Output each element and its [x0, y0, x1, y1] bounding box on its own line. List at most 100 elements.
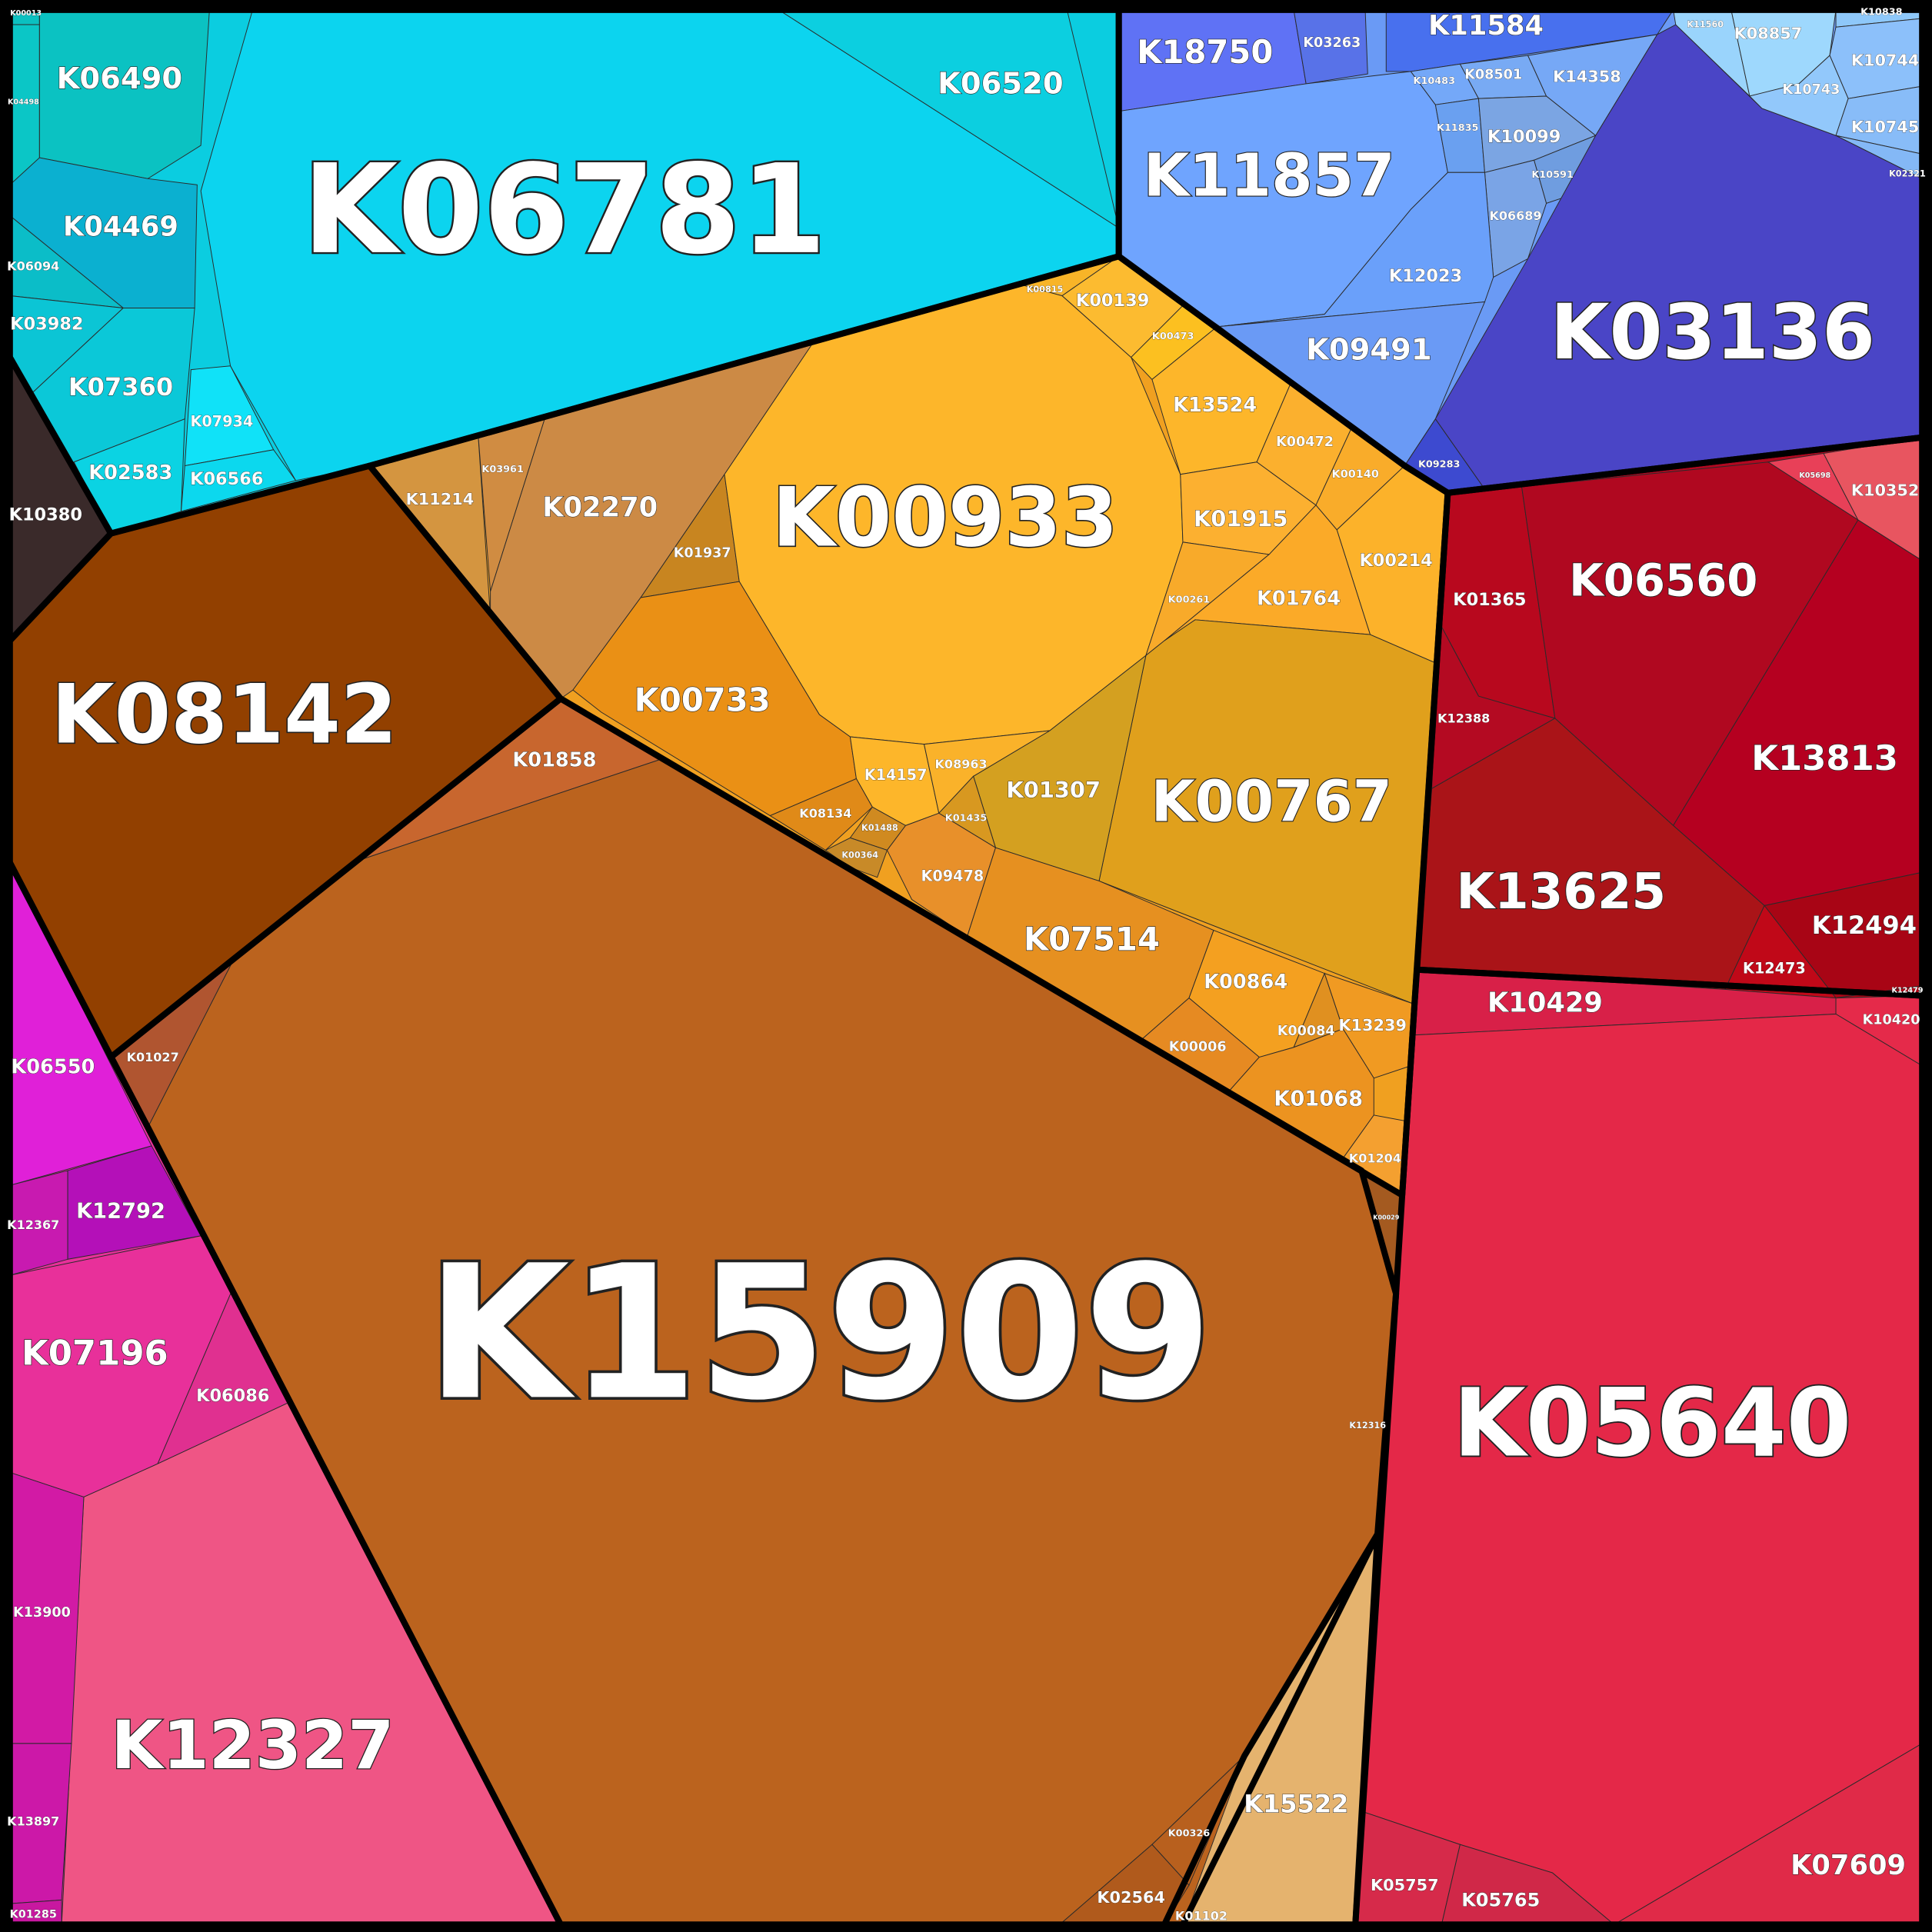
cell-label: K03982 [10, 314, 83, 334]
cell-label: K06781 [302, 138, 826, 281]
cell-label: K10483 [1414, 75, 1455, 87]
cell-label: K01027 [127, 1050, 179, 1064]
cell-label: K05640 [1453, 1368, 1851, 1477]
cell-label: K03136 [1551, 288, 1875, 377]
cell-label: K06520 [938, 66, 1064, 101]
cell-label: K12388 [1437, 711, 1490, 725]
cell-label: K11584 [1428, 10, 1544, 42]
cell-label: K01764 [1257, 588, 1341, 611]
cell-label: K01937 [674, 545, 731, 561]
cell-label: K00140 [1332, 468, 1379, 481]
cell-label: K08963 [935, 757, 988, 771]
cell-label: K00733 [635, 681, 771, 718]
cell-label: K09478 [921, 868, 984, 885]
cell-label: K01435 [945, 812, 988, 824]
cell-label: K00473 [1152, 331, 1194, 342]
cell-label: K00029 [1373, 1214, 1399, 1221]
cell-label: K13239 [1338, 1016, 1407, 1034]
cell-label: K01915 [1194, 505, 1288, 531]
cell-label: K00472 [1276, 435, 1334, 450]
cell-label: K03263 [1303, 35, 1361, 51]
cell-label: K13524 [1173, 394, 1257, 417]
cell-label: K13900 [13, 1605, 71, 1621]
cell-label: K10380 [9, 505, 82, 525]
cell-label: K00364 [841, 850, 878, 860]
cell-label: K08501 [1464, 68, 1522, 83]
cell-label: K14157 [864, 766, 928, 784]
cell-label: K15522 [1244, 1789, 1348, 1818]
cell-label: K00261 [1168, 595, 1211, 606]
cell-label: K12473 [1743, 960, 1806, 978]
cell-label: K01307 [1006, 777, 1101, 803]
cell-label: K01068 [1274, 1088, 1363, 1111]
cell-label: K10352 [1851, 481, 1920, 500]
cell-label: K09283 [1418, 458, 1460, 470]
cell-label: K12316 [1349, 1421, 1386, 1431]
cell-label: K14358 [1553, 67, 1621, 85]
cell-label: K06689 [1489, 208, 1541, 223]
cell-label: K01204 [1349, 1151, 1401, 1165]
cell-label: K12792 [76, 1199, 165, 1223]
cell [1324, 972, 1415, 1079]
cell-label: K01365 [1453, 590, 1526, 610]
cell-label: K18750 [1137, 33, 1273, 71]
cell-label: K00214 [1359, 551, 1432, 571]
cell-label: K10743 [1783, 82, 1840, 98]
cell-label: K06560 [1569, 555, 1757, 607]
cell-label: K12367 [7, 1217, 59, 1232]
cell-label: K06094 [7, 259, 59, 274]
cell-label: K11857 [1144, 142, 1395, 211]
group-outlines [4, 4, 1928, 1928]
cell-label: K07514 [1024, 920, 1160, 958]
cell-label: K11835 [1437, 122, 1479, 134]
cell-label: K00326 [1168, 1827, 1211, 1839]
cell-label: K04498 [8, 98, 39, 106]
cell-label: K03961 [481, 464, 524, 475]
cell-label: K13625 [1456, 864, 1666, 921]
cell-label: K00013 [10, 9, 42, 18]
cell-label: K05765 [1461, 1889, 1540, 1910]
cell-label: K01102 [1175, 1909, 1227, 1924]
cell-label: K10591 [1531, 169, 1574, 181]
cell-label: K07360 [68, 372, 173, 401]
cell-label: K10420 [1863, 1012, 1920, 1028]
cell-label: K12327 [111, 1707, 394, 1784]
cell-label: K10099 [1487, 127, 1561, 147]
cell-label: K12479 [1892, 987, 1924, 995]
cell-label: K12023 [1389, 266, 1462, 286]
cell-label: K06086 [196, 1386, 269, 1406]
cell-label: K09491 [1306, 332, 1432, 367]
cell-label: K04469 [63, 211, 178, 242]
cell-label: K01285 [10, 1909, 57, 1921]
cell-label: K10744 [1851, 52, 1920, 70]
cell-label: K07609 [1790, 1850, 1906, 1881]
cell-label: K13897 [7, 1814, 59, 1828]
cell-label: K07196 [22, 1333, 168, 1374]
cell-label: K00084 [1277, 1024, 1335, 1039]
cell-label: K13813 [1751, 738, 1898, 778]
cell-label: K05698 [1799, 471, 1830, 480]
cell-label: K12494 [1812, 911, 1917, 940]
cell-label: K02564 [1097, 1888, 1165, 1907]
cell-label: K00864 [1204, 971, 1287, 994]
cell-label: K06490 [57, 62, 183, 96]
cell-label: K00006 [1169, 1040, 1227, 1055]
cell-label: K00767 [1151, 769, 1392, 834]
cell [180, 449, 297, 512]
cell-label: K11214 [406, 490, 475, 508]
cell-label: K02270 [542, 492, 658, 524]
cell-label: K06566 [190, 469, 263, 489]
cell-label: K02321 [1889, 168, 1926, 178]
labels: K06781 K06520 K06490 K04469 K06094 K03982 K073… [7, 6, 1926, 1924]
cell-label: K01858 [512, 748, 596, 771]
cell-label: K05757 [1371, 1876, 1439, 1894]
frame [4, 4, 1928, 1928]
cell-label: K10429 [1487, 988, 1603, 1019]
cell-label: K00139 [1076, 291, 1149, 311]
cell-label: K08857 [1734, 24, 1803, 42]
cell-label: K01488 [861, 823, 898, 833]
cell-label: K08142 [52, 668, 398, 762]
cell-label: K07934 [190, 412, 253, 430]
cell-label: K06550 [11, 1055, 95, 1078]
